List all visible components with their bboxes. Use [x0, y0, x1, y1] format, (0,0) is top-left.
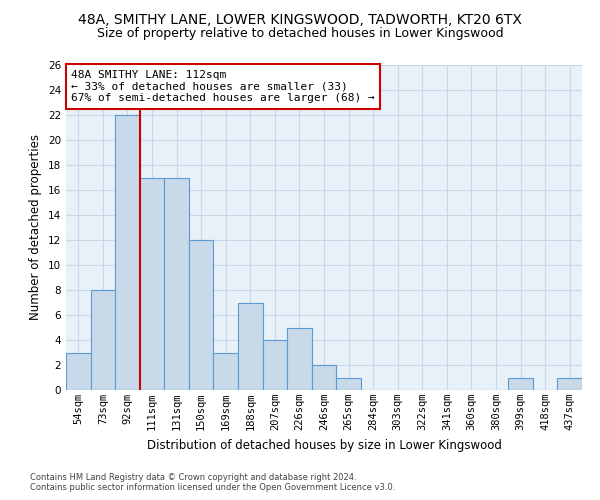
Bar	[336, 378, 361, 390]
Text: Contains public sector information licensed under the Open Government Licence v3: Contains public sector information licen…	[30, 484, 395, 492]
Text: Contains HM Land Registry data © Crown copyright and database right 2024.: Contains HM Land Registry data © Crown c…	[30, 474, 356, 482]
Bar	[66, 352, 91, 390]
Bar	[164, 178, 189, 390]
Bar	[238, 302, 263, 390]
Bar	[91, 290, 115, 390]
Text: 48A SMITHY LANE: 112sqm
← 33% of detached houses are smaller (33)
67% of semi-de: 48A SMITHY LANE: 112sqm ← 33% of detache…	[71, 70, 375, 103]
Bar	[140, 178, 164, 390]
Bar	[263, 340, 287, 390]
Bar	[287, 328, 312, 390]
Text: 48A, SMITHY LANE, LOWER KINGSWOOD, TADWORTH, KT20 6TX: 48A, SMITHY LANE, LOWER KINGSWOOD, TADWO…	[78, 12, 522, 26]
Y-axis label: Number of detached properties: Number of detached properties	[29, 134, 43, 320]
Bar	[312, 365, 336, 390]
Bar	[508, 378, 533, 390]
Text: Size of property relative to detached houses in Lower Kingswood: Size of property relative to detached ho…	[97, 28, 503, 40]
Bar	[557, 378, 582, 390]
X-axis label: Distribution of detached houses by size in Lower Kingswood: Distribution of detached houses by size …	[146, 438, 502, 452]
Bar	[214, 352, 238, 390]
Bar	[115, 115, 140, 390]
Bar	[189, 240, 214, 390]
